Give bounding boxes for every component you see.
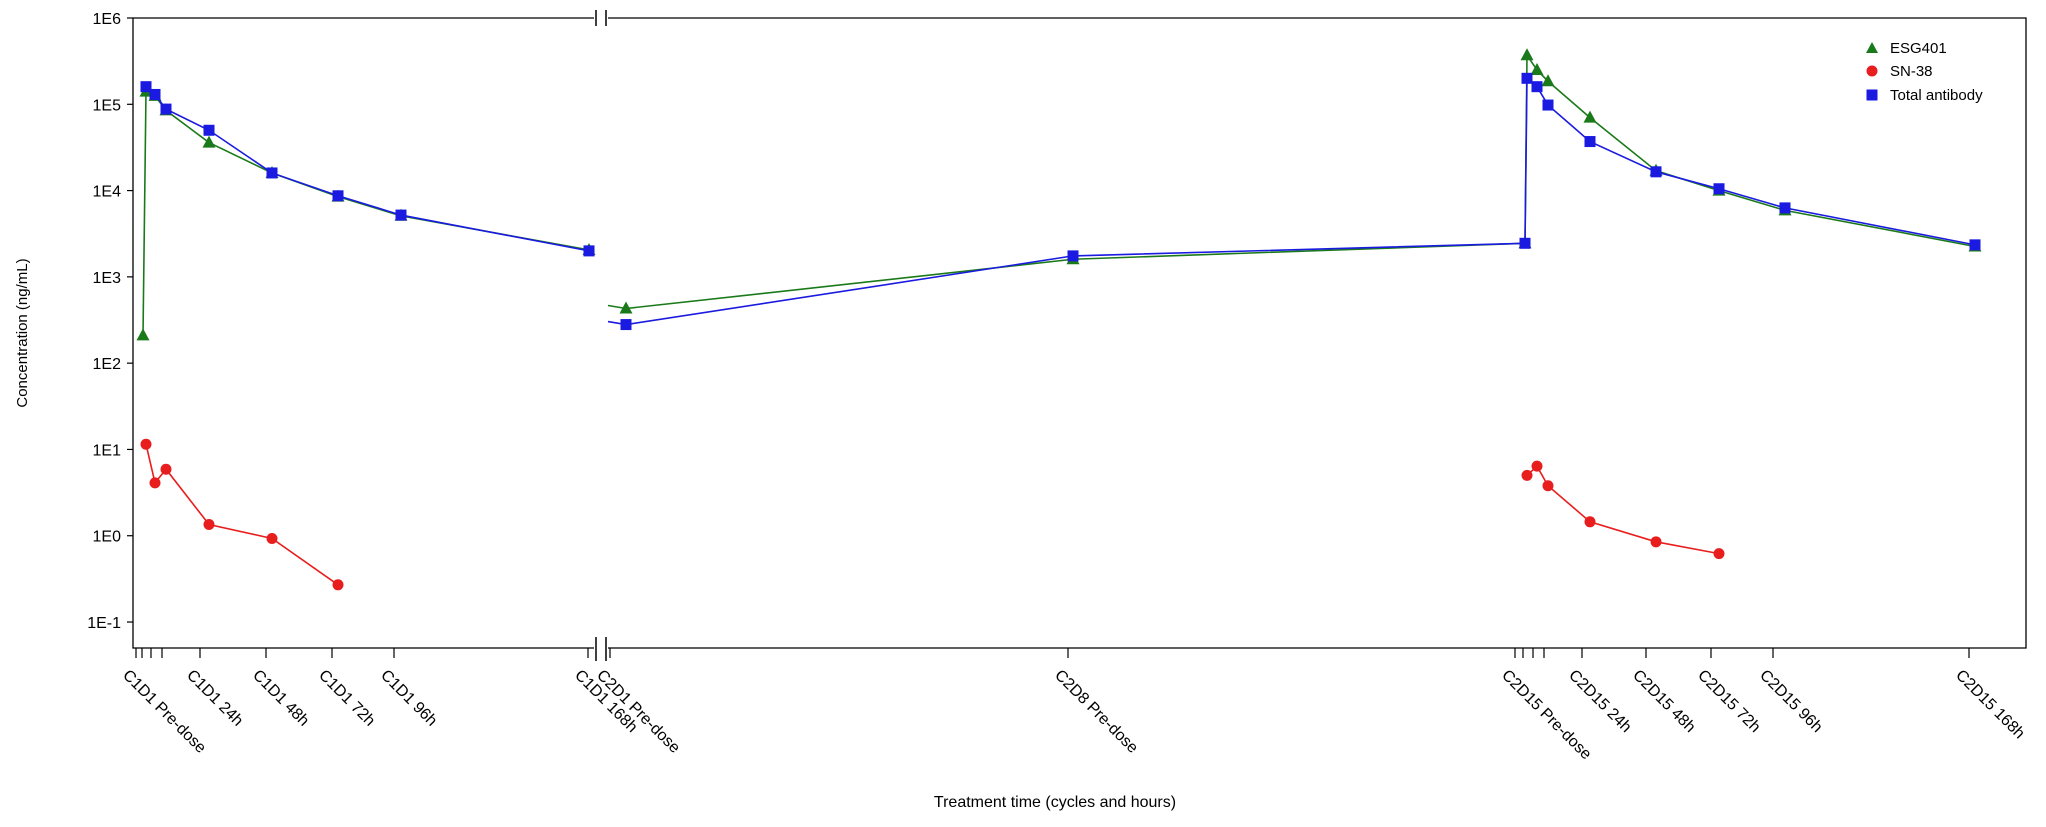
total-antibody-point (1519, 237, 1531, 249)
total-antibody-point (395, 209, 407, 221)
legend-circle-marker (1866, 65, 1878, 77)
total-antibody-point (149, 88, 161, 100)
x-tick-label: C2D15 96h (1756, 667, 1825, 736)
y-tick-label: 1E0 (93, 529, 122, 546)
total-antibody-point (1969, 239, 1981, 251)
y-axis: 1E6 1E5 1E4 1E3 1E2 1E1 1E0 1E-1 (87, 11, 133, 632)
esg401-point (1541, 74, 1555, 87)
legend-label-esg401: ESG401 (1890, 40, 1947, 57)
y-tick-label: 1E6 (93, 11, 122, 28)
sn-38-point (1521, 469, 1533, 481)
x-tick-label: C1D1 24h (183, 667, 246, 730)
sn-38-point (1531, 460, 1543, 472)
y-tick-label: 1E-1 (87, 615, 121, 632)
y-tick-label: 1E5 (93, 97, 122, 114)
sn-38-point (1713, 548, 1725, 560)
sn-38-point (332, 579, 344, 591)
sn-38-line (1526, 464, 1720, 555)
sn-38-point (160, 463, 172, 475)
sn-38-point (266, 532, 278, 544)
legend-label-total-antibody: Total antibody (1890, 87, 1983, 104)
x-tick-label: C2D15 168h (1952, 667, 2028, 743)
series-esg401 (136, 48, 1982, 341)
x-tick-label: C1D1 48h (249, 667, 312, 730)
total-antibody-point (620, 319, 632, 331)
total-antibody-point (1067, 250, 1079, 262)
esg401-point (136, 328, 150, 341)
total-antibody-point (1542, 99, 1554, 111)
sn-38-point (203, 518, 215, 530)
series-layer (136, 48, 1982, 591)
total-antibody-point (1531, 81, 1543, 93)
sn-38-point (149, 477, 161, 489)
total-antibody-point (140, 81, 152, 93)
axis-break-bottom (594, 637, 608, 661)
plot-frame-right (608, 17, 2027, 649)
total-antibody-point (1521, 72, 1533, 84)
axis-break-top (594, 10, 608, 26)
total-antibody-point (1779, 202, 1791, 214)
esg401-point (202, 135, 216, 148)
esg401-line (607, 52, 1976, 310)
total-antibody-point (266, 167, 278, 179)
x-tick-label: C2D8 Pre-dose (1051, 667, 1141, 757)
x-axis-label: Treatment time (cycles and hours) (934, 794, 1176, 811)
x-tick-label: C2D15 48h (1629, 667, 1698, 736)
legend-label-sn38: SN-38 (1890, 63, 1933, 80)
esg401-point (1520, 48, 1534, 61)
x-tick-label: C1D1 96h (377, 667, 440, 730)
total-antibody-point (1650, 166, 1662, 178)
x-tick-label: C2D15 24h (1565, 667, 1634, 736)
legend: ESG401 SN-38 Total antibody (1866, 40, 1983, 104)
legend-item-esg401: ESG401 (1866, 40, 1947, 57)
total-antibody-point (1584, 136, 1596, 148)
y-tick-label: 1E3 (93, 270, 122, 287)
sn-38-line (145, 444, 339, 586)
y-tick-label: 1E2 (93, 356, 122, 373)
total-antibody-point (203, 124, 215, 136)
sn-38-point (1542, 480, 1554, 492)
legend-square-marker (1866, 89, 1878, 101)
total-antibody-point (160, 103, 172, 115)
total-antibody-point (583, 245, 595, 257)
total-antibody-line (607, 76, 1976, 326)
esg401-point (1583, 110, 1597, 123)
y-axis-label: Concentration (ng/mL) (14, 258, 31, 407)
esg401-point (619, 301, 633, 314)
esg401-point (1530, 62, 1544, 75)
total-antibody-line (145, 86, 590, 252)
series-total-antibody (140, 72, 1981, 331)
legend-item-total-antibody: Total antibody (1866, 87, 1983, 104)
x-tick-label: C1D1 72h (315, 667, 378, 730)
x-tick-label: C2D15 72h (1694, 667, 1763, 736)
y-tick-label: 1E1 (93, 442, 122, 459)
legend-triangle-marker (1866, 42, 1878, 53)
series-sn-38 (140, 438, 1725, 591)
sn-38-point (1584, 516, 1596, 528)
sn-38-point (140, 438, 152, 450)
sn-38-point (1650, 536, 1662, 548)
plot-frame-left (132, 17, 594, 649)
total-antibody-point (1713, 183, 1725, 195)
legend-item-sn38: SN-38 (1866, 63, 1933, 80)
y-tick-label: 1E4 (93, 184, 122, 201)
total-antibody-point (332, 190, 344, 202)
